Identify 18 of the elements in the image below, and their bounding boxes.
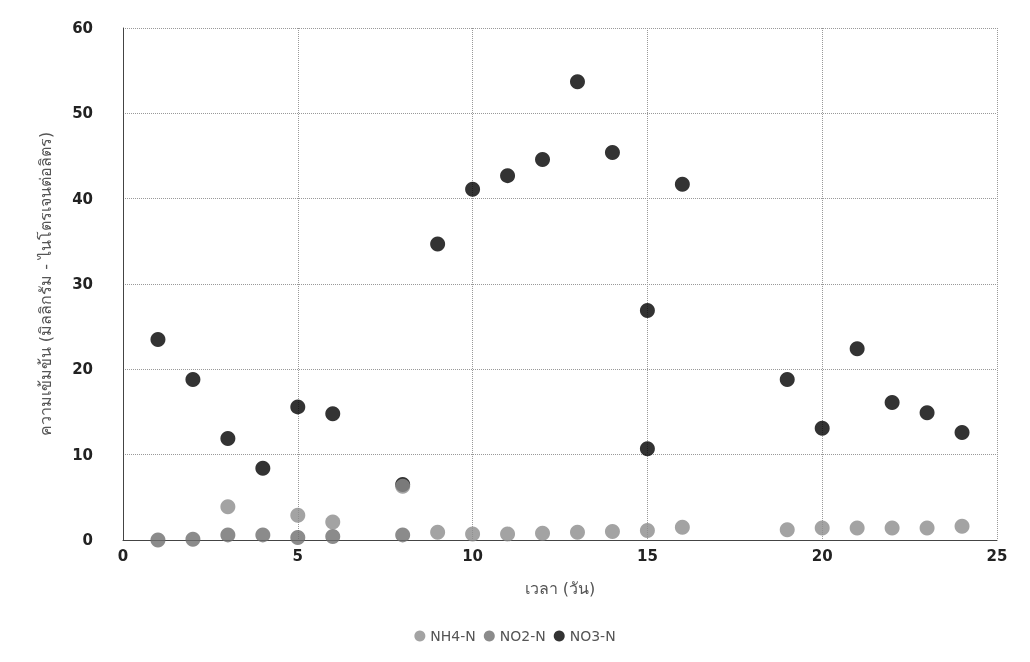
x-axis-title: เวลา (วัน): [524, 578, 596, 598]
y-tick-label: 40: [72, 189, 93, 208]
x-tick-label: 5: [292, 546, 304, 565]
legend-label: NO2-N: [499, 628, 546, 644]
y-tick-label: 50: [72, 104, 93, 123]
y-tick-label: 10: [72, 445, 93, 464]
legend-label: NO3-N: [569, 628, 616, 644]
y-axis-title: ความเข้มข้น (มิลลิกรัม - ไนโตรเจนต่อลิตร): [35, 131, 55, 437]
x-tick-label: 25: [986, 546, 1008, 565]
y-tick-label: 60: [72, 19, 93, 37]
legend-label: NH4-N: [430, 628, 476, 644]
y-tick-label: 20: [72, 360, 93, 379]
x-tick-label: 20: [811, 546, 833, 565]
x-tick-label: 0: [117, 546, 129, 565]
x-tick-label: 10: [462, 546, 484, 565]
x-tick-label: 15: [636, 546, 658, 565]
y-tick-label: 0: [82, 531, 93, 549]
y-tick-label: 30: [72, 275, 93, 293]
